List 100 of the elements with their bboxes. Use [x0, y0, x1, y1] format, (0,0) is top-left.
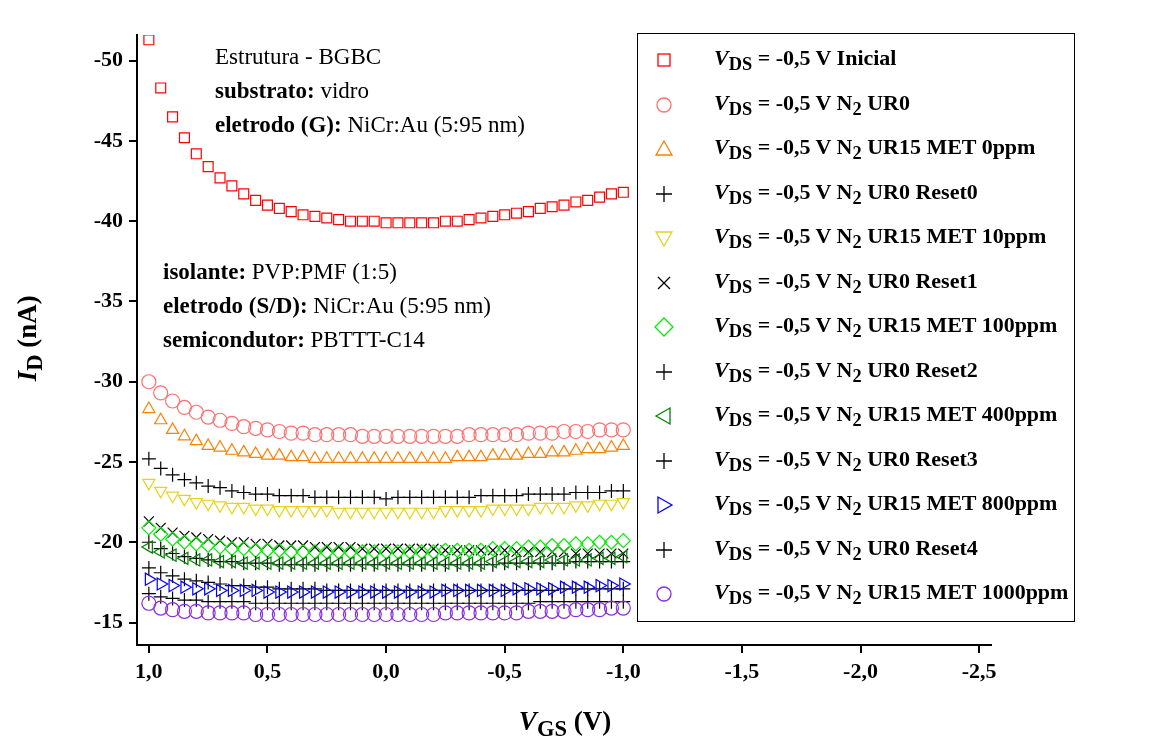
point: [402, 606, 418, 623]
point: [546, 201, 558, 213]
point: [604, 499, 619, 512]
point: [390, 606, 406, 623]
point: [236, 578, 252, 594]
annotation: eletrodo (S/D): NiCr:Au (5:95 nm): [163, 292, 491, 320]
y-tick-label: -30: [93, 367, 123, 393]
point: [141, 540, 153, 554]
point: [271, 581, 287, 597]
point: [449, 595, 465, 611]
point: [142, 401, 156, 414]
point: [295, 425, 311, 441]
point: [595, 578, 608, 593]
point: [297, 209, 309, 221]
point: [427, 543, 440, 555]
point: [259, 579, 276, 595]
point: [164, 590, 181, 607]
point: [557, 444, 571, 457]
point: [402, 595, 418, 611]
point: [271, 423, 287, 440]
point: [544, 553, 557, 567]
point: [487, 210, 499, 222]
point: [190, 148, 202, 160]
point: [354, 595, 370, 611]
point: [475, 212, 487, 224]
point: [545, 444, 559, 457]
point: [461, 582, 477, 599]
point: [569, 443, 583, 455]
point: [378, 491, 394, 507]
point: [153, 385, 169, 401]
point: [390, 489, 406, 505]
y-tick-label: -50: [93, 46, 123, 72]
point: [591, 602, 608, 618]
point: [427, 217, 440, 229]
point: [141, 520, 157, 536]
point: [321, 541, 333, 553]
point: [319, 556, 331, 570]
point: [248, 420, 264, 436]
point: [437, 595, 453, 611]
point: [437, 582, 453, 599]
point: [378, 428, 394, 444]
annotation: isolante: PVP:PMF (1:5): [163, 258, 397, 286]
point: [497, 427, 513, 443]
point: [402, 544, 418, 560]
point: [603, 551, 616, 565]
point: [437, 605, 453, 621]
point: [521, 446, 536, 459]
point: [271, 595, 287, 611]
point: [248, 542, 264, 558]
point: [581, 501, 595, 513]
point: [544, 425, 560, 441]
point: [499, 209, 511, 221]
point: [497, 605, 513, 621]
point: [544, 486, 560, 502]
point: [236, 556, 248, 570]
point: [319, 544, 335, 560]
x-axis-title: V$_{GS}$ (V): [517, 706, 613, 743]
point: [449, 582, 465, 599]
point: [285, 539, 297, 552]
point: [390, 544, 406, 560]
point: [390, 595, 406, 611]
legend-label: V$_{DS}$ = -0,5 V N$_{2}$ UR15 MET 1000ppm: [714, 579, 1069, 610]
point: [473, 595, 489, 611]
point: [271, 542, 287, 558]
point: [461, 605, 477, 621]
point: [143, 35, 155, 46]
point: [331, 556, 343, 570]
point: [426, 507, 441, 520]
point: [591, 422, 608, 438]
point: [356, 543, 368, 555]
point: [414, 557, 430, 573]
point: [200, 409, 216, 425]
point: [366, 606, 382, 623]
point: [615, 553, 631, 570]
point: [485, 554, 497, 569]
point: [582, 547, 594, 560]
point: [192, 582, 204, 596]
point: [214, 172, 226, 184]
x-tick-label: 0,0: [372, 657, 400, 683]
point: [449, 489, 465, 505]
point: [259, 422, 276, 438]
point: [474, 449, 488, 462]
point: [212, 576, 228, 592]
point: [143, 515, 155, 527]
x-tick-label: 1,0: [135, 657, 163, 683]
point: [226, 180, 238, 192]
point: [156, 577, 169, 591]
point: [141, 534, 157, 550]
point: [273, 539, 285, 552]
point: [498, 504, 512, 517]
point: [153, 460, 169, 477]
y-tick-label: -25: [93, 447, 123, 473]
point: [212, 480, 228, 496]
point: [224, 483, 240, 499]
point: [392, 217, 404, 229]
point: [331, 507, 346, 520]
point: [534, 546, 546, 558]
point: [201, 499, 215, 512]
point: [141, 560, 157, 576]
point: [544, 537, 560, 554]
